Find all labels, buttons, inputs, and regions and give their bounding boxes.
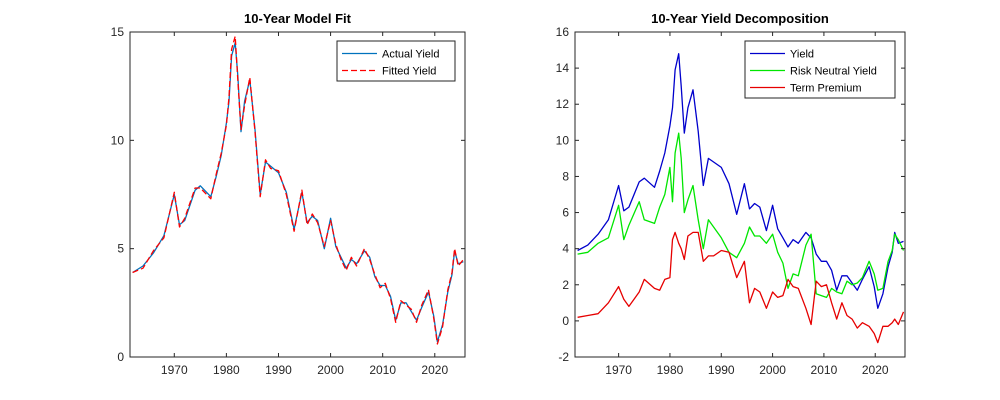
y-tick-label: 4 xyxy=(562,242,569,256)
y-tick-label: -2 xyxy=(558,350,569,364)
y-tick-label: 6 xyxy=(562,206,569,220)
series-line-fitted-yield xyxy=(132,35,464,345)
legend-label-yield: Yield xyxy=(790,49,814,61)
legend-label-actual-yield: Actual Yield xyxy=(382,49,439,61)
y-tick-label: 10 xyxy=(111,133,125,147)
y-tick-label: 15 xyxy=(111,25,125,39)
series-line-risk-neutral-yield xyxy=(577,132,905,299)
x-tick-label: 2010 xyxy=(811,363,838,377)
y-tick-label: 2 xyxy=(562,278,569,292)
x-tick-label: 2000 xyxy=(759,363,786,377)
y-tick-label: 12 xyxy=(556,97,570,111)
y-tick-label: 16 xyxy=(556,25,570,39)
x-tick-label: 1990 xyxy=(708,363,735,377)
y-tick-label: 14 xyxy=(556,61,570,75)
legend-box xyxy=(744,40,896,99)
x-tick-label: 2000 xyxy=(317,363,344,377)
y-tick-label: 10 xyxy=(556,133,570,147)
y-tick-label: 5 xyxy=(117,242,124,256)
y-tick-label: 0 xyxy=(562,314,569,328)
chart-panel-2: 10-Year Yield Decomposition 1970 1980 1990 2… xyxy=(556,11,906,377)
x-tick-label: 2010 xyxy=(369,363,396,377)
x-tick-label: 1990 xyxy=(265,363,292,377)
y-tick-label: 8 xyxy=(562,169,569,183)
x-tick-label: 1970 xyxy=(605,363,632,377)
legend: Actual Yield Fitted Yield xyxy=(336,40,456,82)
chart-panel-1: 10-Year Model Fit 1970 1980 1990 2000 2010 202… xyxy=(111,11,466,377)
legend-label-risk-neutral-yield: Risk Neutral Yield xyxy=(790,66,877,78)
chart-title: 10-Year Model Fit xyxy=(244,11,352,26)
axes-box xyxy=(574,31,906,358)
x-tick-label: 1980 xyxy=(657,363,684,377)
series-line-yield xyxy=(577,53,904,309)
legend-label-term-premium: Term Premium xyxy=(790,83,862,95)
series-line-term-premium xyxy=(577,231,905,344)
legend-box xyxy=(336,40,456,82)
legend: Yield Risk Neutral Yield Term Premium xyxy=(744,40,896,99)
chart-title: 10-Year Yield Decomposition xyxy=(651,11,829,26)
legend-label-fitted-yield: Fitted Yield xyxy=(382,66,436,78)
series-line-actual-yield xyxy=(132,42,464,343)
y-tick-label: 0 xyxy=(117,350,124,364)
x-tick-label: 2020 xyxy=(421,363,448,377)
x-tick-label: 1980 xyxy=(213,363,240,377)
x-tick-label: 2020 xyxy=(862,363,889,377)
axes-box xyxy=(129,31,466,358)
x-tick-label: 1970 xyxy=(161,363,188,377)
